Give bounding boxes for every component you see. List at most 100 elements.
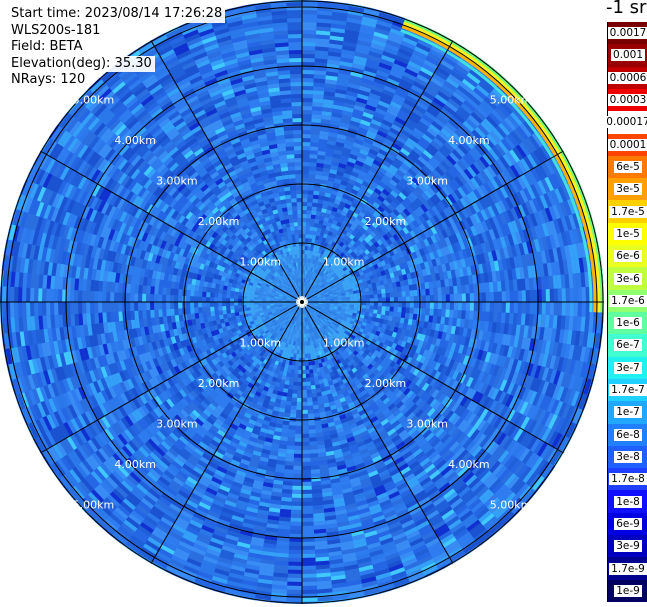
range-gate-cell bbox=[370, 320, 376, 326]
range-gate-cell bbox=[126, 292, 131, 302]
range-gate-cell bbox=[298, 238, 302, 243]
range-gate-cell bbox=[307, 190, 314, 195]
range-gate-cell bbox=[366, 331, 372, 337]
range-gate-cell bbox=[234, 272, 240, 278]
range-gate-cell bbox=[245, 262, 251, 268]
range-gate-cell bbox=[302, 445, 310, 450]
range-gate-cell bbox=[250, 269, 255, 274]
range-gate-cell bbox=[473, 283, 478, 293]
range-gate-cell bbox=[238, 288, 244, 293]
range-gate-cell bbox=[134, 302, 139, 311]
range-gate-cell bbox=[254, 358, 260, 364]
range-gate-cell bbox=[381, 288, 386, 294]
range-gate-cell bbox=[248, 347, 254, 353]
range-gate-cell bbox=[283, 186, 291, 192]
range-gate-cell bbox=[234, 308, 239, 313]
range-gate-cell bbox=[337, 343, 343, 349]
range-gate-cell bbox=[287, 437, 295, 442]
range-gate-cell bbox=[409, 296, 414, 302]
range-gate-cell bbox=[302, 409, 308, 414]
range-gate-cell bbox=[307, 353, 311, 358]
range-gate-cell bbox=[359, 271, 365, 276]
range-gate-cell bbox=[235, 315, 241, 320]
range-gate-cell bbox=[249, 256, 255, 262]
range-gate-cell bbox=[293, 138, 302, 143]
range-gate-cell bbox=[314, 178, 322, 184]
range-gate-cell bbox=[302, 226, 306, 231]
range-gate-cell bbox=[284, 461, 294, 466]
range-gate-cell bbox=[425, 288, 430, 296]
range-gate-cell bbox=[299, 246, 302, 251]
range-gate-cell bbox=[323, 365, 328, 371]
range-gate-cell bbox=[267, 366, 273, 372]
range-gate-cell bbox=[353, 304, 358, 308]
range-gate-cell bbox=[245, 355, 252, 362]
range-gate-cell bbox=[326, 364, 332, 370]
range-gate-cell bbox=[264, 248, 270, 254]
range-gate-cell bbox=[234, 326, 240, 332]
range-gate-cell bbox=[312, 194, 319, 200]
range-gate-cell bbox=[269, 349, 274, 354]
range-gate-cell bbox=[272, 355, 278, 361]
range-gate-cell bbox=[206, 311, 212, 317]
range-gate-cell bbox=[334, 258, 340, 264]
range-gate-cell bbox=[255, 337, 261, 343]
range-gate-cell bbox=[281, 362, 286, 368]
range-gate-cell bbox=[302, 373, 306, 378]
range-gate-cell bbox=[320, 349, 325, 355]
range-gate-cell bbox=[235, 284, 241, 289]
range-gate-cell bbox=[350, 264, 356, 270]
range-gate-cell bbox=[465, 293, 470, 302]
range-gate-cell bbox=[409, 302, 414, 308]
range-gate-cell bbox=[339, 346, 345, 352]
range-gate-cell bbox=[297, 381, 302, 386]
range-gate-cell bbox=[292, 238, 296, 243]
range-gate-cell bbox=[385, 310, 390, 316]
range-gate-cell bbox=[290, 226, 295, 231]
range-gate-cell bbox=[315, 215, 321, 220]
range-gate-cell bbox=[279, 241, 284, 246]
range-gate-cell bbox=[302, 142, 311, 147]
range-gate-cell bbox=[405, 290, 410, 297]
range-gate-cell bbox=[194, 285, 200, 292]
range-gate-cell bbox=[405, 296, 410, 302]
range-gate-cell bbox=[413, 302, 418, 309]
range-gate-cell bbox=[243, 256, 250, 262]
range-gate-cell bbox=[297, 222, 302, 227]
range-gate-cell bbox=[358, 349, 365, 356]
range-gate-cell bbox=[339, 257, 345, 263]
range-gate-cell bbox=[202, 302, 207, 308]
range-gate-cell bbox=[312, 400, 319, 406]
range-gate-cell bbox=[302, 218, 307, 223]
range-gate-cell bbox=[349, 269, 354, 274]
range-gate-cell bbox=[247, 315, 253, 320]
range-gate-cell bbox=[259, 357, 265, 363]
range-gate-cell bbox=[241, 279, 246, 284]
range-gate-cell bbox=[274, 351, 280, 357]
range-gate-cell bbox=[312, 202, 318, 208]
range-gate-cell bbox=[302, 150, 310, 155]
range-gate-cell bbox=[238, 305, 243, 309]
range-gate-cell bbox=[302, 174, 309, 179]
range-gate-cell bbox=[389, 302, 394, 307]
range-gate-cell bbox=[264, 345, 270, 351]
range-gate-cell bbox=[404, 285, 410, 292]
range-gate-cell bbox=[186, 289, 191, 297]
range-gate-cell bbox=[294, 158, 302, 163]
range-gate-cell bbox=[290, 405, 297, 410]
range-gate-cell bbox=[226, 298, 231, 302]
range-gate-cell bbox=[287, 166, 296, 171]
range-gate-cell bbox=[186, 307, 191, 315]
range-gate-cell bbox=[228, 278, 234, 284]
range-gate-cell bbox=[302, 377, 307, 382]
range-gate-cell bbox=[296, 190, 302, 195]
range-gate-cell bbox=[320, 241, 325, 246]
range-gate-cell bbox=[271, 253, 276, 259]
range-gate-cell bbox=[457, 310, 462, 319]
range-gate-cell bbox=[202, 296, 207, 302]
range-gate-cell bbox=[339, 247, 345, 253]
range-gate-cell bbox=[253, 271, 259, 276]
range-gate-cell bbox=[310, 138, 320, 143]
range-gate-cell bbox=[296, 198, 302, 203]
range-gate-cell bbox=[307, 405, 314, 410]
